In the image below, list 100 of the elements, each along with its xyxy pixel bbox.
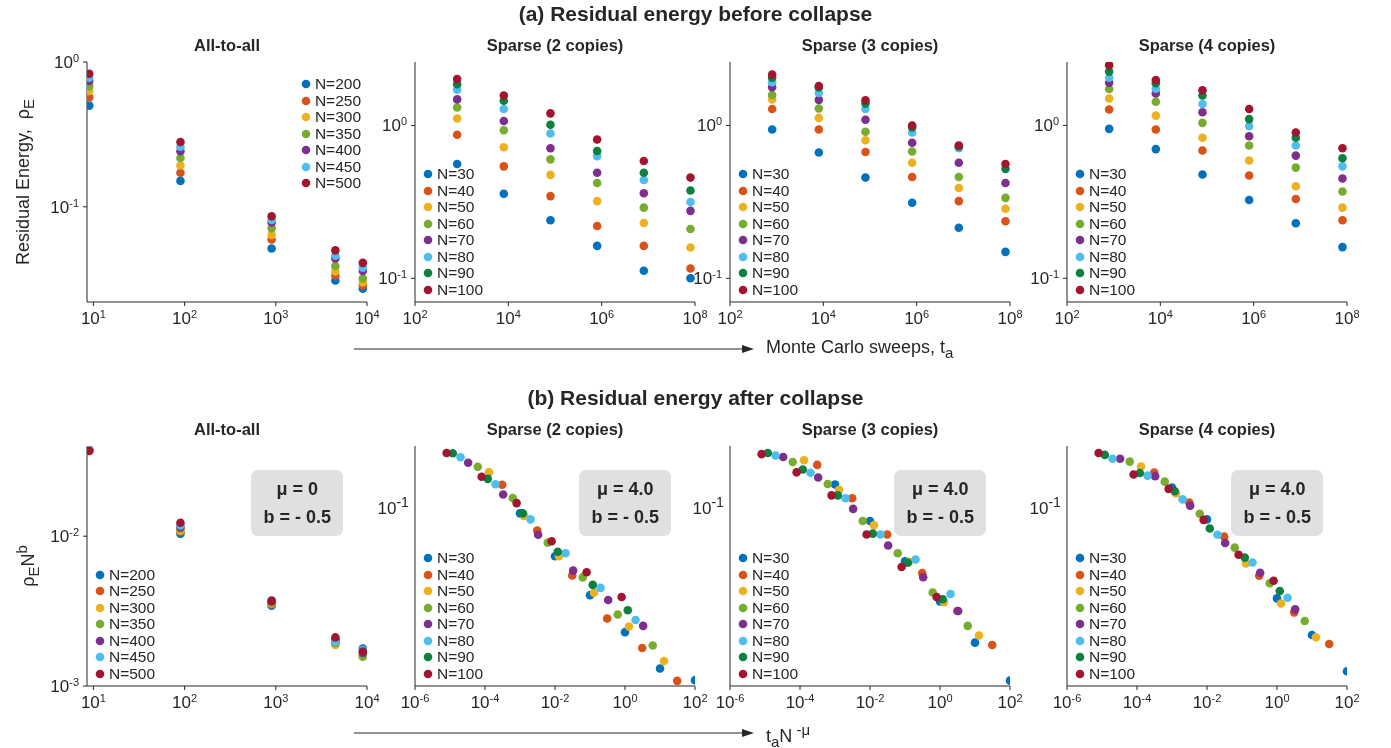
point [907,172,917,182]
point [1291,181,1301,191]
legend-label: N=60 [437,214,475,232]
point [1001,217,1010,226]
point [954,183,964,193]
point [907,198,917,208]
point [1244,114,1254,124]
point [1151,125,1161,134]
point [1338,162,1347,171]
point [1244,195,1254,205]
point [1198,99,1207,109]
legend-label: N=80 [752,247,790,265]
y-tick-label: 10$^{-3}$ [50,676,79,696]
point [499,142,509,152]
x-tick-label: 10$^{-2}$ [1192,692,1222,712]
point [1291,194,1301,204]
point [1291,128,1301,137]
point [592,168,602,178]
legend-label: N=80 [1089,247,1127,265]
legend-label: N=40 [437,181,475,199]
point [1001,204,1010,214]
legend-label: N=70 [1089,615,1127,633]
point [686,173,695,182]
x-tick-label: 10$^{2}$ [997,692,1023,712]
annotation: μ = 4.0 [595,478,655,501]
x-tick-label: 10$^{6}$ [589,308,615,328]
point [767,125,777,134]
legend-label: N=100 [1089,280,1136,298]
point [546,143,555,153]
point [452,114,462,123]
legend-label: N=400 [314,141,361,159]
point [546,215,555,225]
x-tick-label: 10$^{-4}$ [470,692,500,712]
legend-label: N=50 [1089,582,1127,600]
legend-label: N=100 [437,664,484,682]
point [639,168,649,178]
legend-label: N=70 [752,615,790,633]
legend-label: N=80 [437,247,475,265]
point [954,158,964,168]
legend-label: N=70 [752,231,790,249]
point [499,116,509,126]
point [686,197,695,207]
legend-label: N=40 [752,181,790,199]
legend-label: N=300 [314,108,361,126]
point [499,125,509,135]
point [1338,153,1347,163]
y-tick-label: 10$^{-2}$ [50,526,79,547]
legend-label: N=40 [752,565,790,583]
legend-label: N=30 [437,165,475,183]
point [639,188,649,198]
legend-label: N=100 [752,280,799,298]
legend-label: N=250 [314,91,361,109]
legend-label: N=30 [1089,165,1127,183]
point [686,186,695,195]
legend-label: N=40 [1089,565,1127,583]
point [954,172,964,182]
annotation: μ = 4.0 [910,478,970,501]
point [1338,143,1347,153]
x-axis-title: Monte Carlo sweeps, t$_{a}$ [766,337,954,361]
point [499,162,509,171]
legend-label: N=100 [1089,664,1136,682]
point [592,178,602,188]
legend-label: N=200 [109,565,156,583]
point [639,156,649,166]
point [1151,111,1161,120]
legend-label: N=70 [437,231,475,249]
legend-label: N=80 [1089,631,1127,649]
legend-label: N=90 [752,648,790,666]
annotation: b = - 0.5 [263,506,331,529]
x-tick-label: 10$^{2}$ [1334,692,1360,712]
x-tick-label: 10$^{4}$ [354,692,380,712]
point [861,127,870,136]
text: (b) Residual energy after collapse [526,386,865,410]
x-tick-label: 10$^{1}$ [80,308,106,328]
legend-label: N=300 [109,598,156,616]
legend-label: N=60 [752,598,790,616]
legend-label: N=40 [437,565,475,583]
point [639,266,649,276]
point [592,196,602,206]
legend-label: N=60 [1089,598,1127,616]
point [452,103,462,112]
point [499,104,509,114]
annotation: μ = 4.0 [1247,478,1307,501]
point [861,135,870,145]
point [546,155,555,164]
y-tick-label: 10$^{0}$ [53,52,79,72]
point [861,173,870,182]
x-tick-label: 10$^{3}$ [263,308,289,328]
point [1244,156,1254,165]
legend-label: N=30 [752,165,790,183]
point [546,120,555,130]
legend-label: N=200 [314,75,361,93]
point [814,148,824,157]
chart-title: Sparse (4 copies) [1137,36,1277,55]
point [1244,104,1254,114]
x-tick-label: 10$^{3}$ [263,692,289,712]
x-tick-label: 10$^{4}$ [354,308,380,328]
point [452,95,462,104]
x-tick-label: 10$^{4}$ [495,308,521,328]
point [954,196,964,206]
